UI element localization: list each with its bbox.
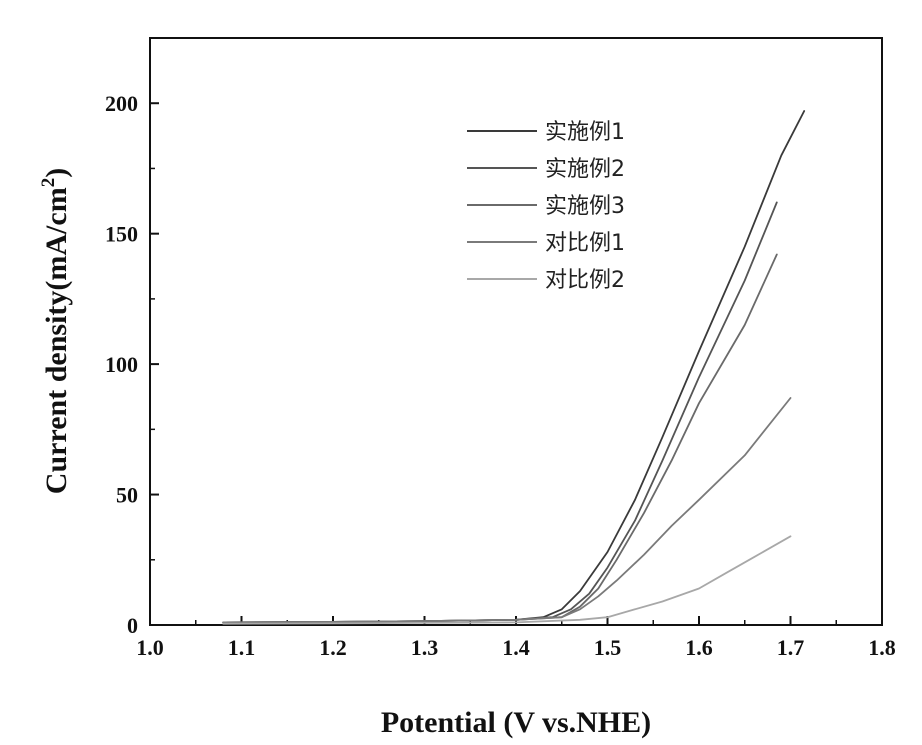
y-axis: 0 50 100 150 200	[105, 91, 159, 638]
legend-label-3: 实施例3	[545, 194, 625, 219]
y-axis-title: Current density(mA/cm2)	[38, 168, 73, 494]
x-tick-label: 1.7	[777, 635, 805, 660]
x-tick-label: 1.1	[228, 635, 256, 660]
legend-label-1: 实施例1	[545, 120, 625, 145]
legend-label-4: 对比例1	[545, 231, 625, 256]
x-axis: 1.0 1.1 1.2 1.3 1.4 1.5 1.6 1.7 1.8	[136, 616, 896, 660]
plot-area	[149, 37, 883, 626]
series-line-4	[222, 397, 792, 624]
series-lines	[222, 110, 806, 625]
y-axis-title-sup: 2	[38, 178, 59, 188]
y-tick-label: 100	[105, 352, 138, 377]
x-tick-label: 1.3	[411, 635, 439, 660]
series-line-5	[222, 535, 792, 625]
x-tick-label: 1.8	[868, 635, 896, 660]
legend: 实施例1 实施例2 实施例3 对比例1 对比例2	[467, 120, 625, 293]
x-tick-label: 1.4	[502, 635, 530, 660]
y-tick-label: 50	[116, 483, 138, 508]
y-tick-label: 0	[127, 613, 138, 638]
y-tick-label: 200	[105, 91, 138, 116]
x-tick-label: 1.5	[594, 635, 622, 660]
legend-label-2: 实施例2	[545, 157, 625, 182]
plot-frame	[149, 37, 883, 626]
x-tick-label: 1.0	[136, 635, 164, 660]
y-axis-title-main: Current density(mA/cm	[40, 187, 73, 494]
y-tick-label: 150	[105, 222, 138, 247]
x-tick-label: 1.2	[319, 635, 347, 660]
legend-label-5: 对比例2	[545, 268, 625, 293]
x-axis-title: Potential (V vs.NHE)	[381, 706, 651, 739]
y-axis-title-tail: )	[40, 168, 73, 178]
x-tick-label: 1.6	[685, 635, 713, 660]
